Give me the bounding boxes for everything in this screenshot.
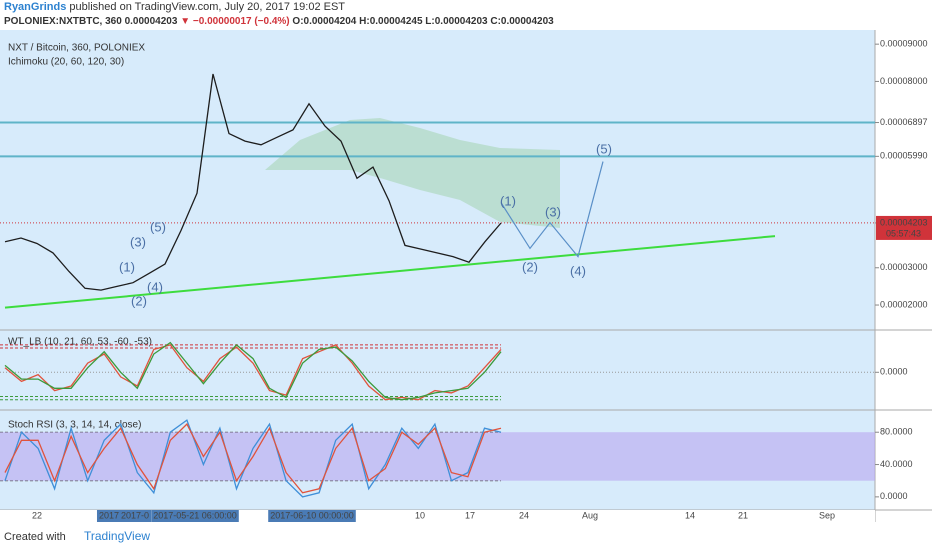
price-label-bg <box>876 215 932 240</box>
x-tick-label: Sep <box>819 510 835 520</box>
wave-label: (2) <box>131 293 147 308</box>
wave-label: (1) <box>500 193 516 208</box>
x-tick-highlight <box>118 510 152 522</box>
y-tick-label: 0.00004203 <box>880 217 928 227</box>
x-tick-label: 2017-05-21 06:00:00 <box>153 510 237 520</box>
x-tick-label: Aug <box>582 510 598 520</box>
projection <box>500 161 604 258</box>
pane-title: WT_LB (10, 21, 60, 53, -60, -53) <box>8 337 152 348</box>
footer-created: Created with <box>4 531 66 543</box>
x-tick-label: 22 <box>32 510 42 520</box>
x-tick-label: 2017-0 <box>99 510 127 520</box>
author: RyanGrinds published on TradingView.com,… <box>4 1 345 13</box>
series-line <box>4 423 502 494</box>
y-tick-label: 40.0000 <box>880 459 913 469</box>
y-tick-label: 0.0000 <box>880 491 908 501</box>
x-tick-label: 17 <box>465 510 475 520</box>
wave-label: (1) <box>119 259 135 274</box>
x-tick-label: 24 <box>519 510 529 520</box>
x-tick-label: 2017-0 <box>121 510 149 520</box>
countdown: 05:57:43 <box>886 228 921 238</box>
symbol-line: POLONIEX:NXTBTC, 360 0.00004203 ▼ −0.000… <box>4 16 554 27</box>
trendline <box>4 235 776 309</box>
x-tick-label: 2017-06-10 00:00:00 <box>270 510 354 520</box>
y-tick-label: 0.00009000 <box>880 39 928 49</box>
wave-label: (3) <box>545 204 561 219</box>
series-line <box>4 341 502 401</box>
pane-subtitle: Ichimoku (20, 60, 120, 30) <box>8 57 124 68</box>
footer-brand: TradingView <box>84 529 150 543</box>
y-tick-label: 0.0000 <box>880 367 908 377</box>
price-axis-background <box>875 30 932 522</box>
pane-title: NXT / Bitcoin, 360, POLONIEX <box>8 43 145 54</box>
wave-label: (4) <box>570 263 586 278</box>
series-line <box>4 344 502 401</box>
x-tick-highlight <box>268 510 356 522</box>
stoch-band <box>0 432 875 481</box>
ichimoku-cloud <box>265 118 560 228</box>
x-tick-highlight <box>151 510 239 522</box>
x-tick-label: 14 <box>685 510 695 520</box>
x-tick-label: 21 <box>738 510 748 520</box>
y-tick-label: 0.00003000 <box>880 262 928 272</box>
wave-label: (5) <box>150 219 166 234</box>
y-tick-label: 0.00002000 <box>880 299 928 309</box>
wave-label: (4) <box>147 279 163 294</box>
wave-label: (2) <box>522 259 538 274</box>
y-tick-label: 0.00008000 <box>880 76 928 86</box>
y-tick-label: 0.00005990 <box>880 151 928 161</box>
y-tick-label: 80.0000 <box>880 427 913 437</box>
y-tick-label: 0.00006897 <box>880 117 928 127</box>
pane-title: Stoch RSI (3, 3, 14, 14, close) <box>8 420 141 431</box>
wave-label: (3) <box>130 234 146 249</box>
series-line <box>4 419 502 498</box>
series-line <box>4 73 502 291</box>
x-tick-label: 10 <box>415 510 425 520</box>
wave-label: (5) <box>596 141 612 156</box>
